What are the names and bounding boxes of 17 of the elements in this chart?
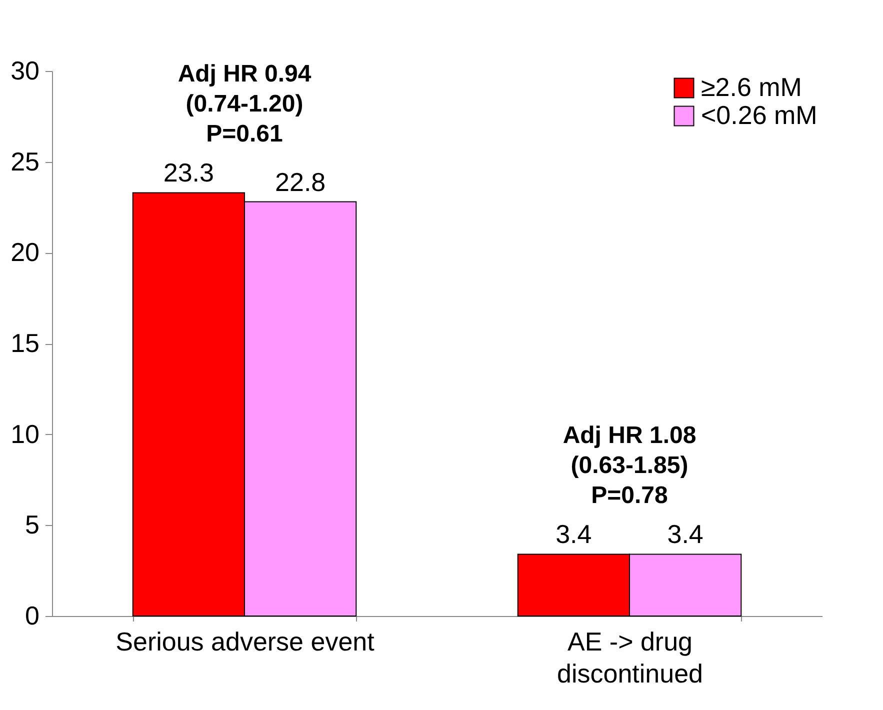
- y-tick-label: 10: [10, 418, 40, 449]
- y-tick-label: 5: [25, 510, 40, 540]
- y-tick-label: 25: [10, 146, 40, 176]
- data-label: 3.4: [667, 519, 704, 550]
- x-tick-label: Serious adverse event: [116, 626, 376, 656]
- data-label: 22.8: [275, 166, 326, 197]
- y-tick-label: 30: [10, 56, 40, 86]
- y-tick-label: 0: [25, 600, 40, 630]
- y-tick-label: 20: [10, 237, 40, 268]
- data-label: 23.3: [163, 158, 214, 188]
- annotation: Adj HR 0.94 (0.74-1.20) P=0.61: [178, 60, 312, 148]
- x-tick-label: AE -> drug discontinued: [557, 626, 703, 688]
- annotation: Adj HR 1.08 (0.63-1.85) P=0.78: [562, 422, 696, 510]
- legend-label: ≥2.6 mM: [701, 72, 802, 102]
- data-label: 3.4: [556, 519, 592, 550]
- y-tick-label: 15: [10, 328, 40, 358]
- legend-label: <0.26 mM: [701, 100, 818, 130]
